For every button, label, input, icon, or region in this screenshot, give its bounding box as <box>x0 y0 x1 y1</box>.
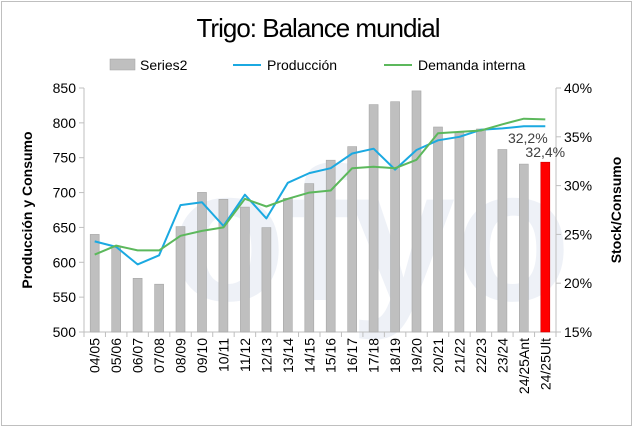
bar-20-21 <box>433 126 443 333</box>
x-tick-label: 19/20 <box>409 338 425 373</box>
legend: Series2 Producción Demanda interna <box>109 57 526 73</box>
bar-18-19 <box>390 101 400 333</box>
bar-16-17 <box>347 146 358 333</box>
bar-10-11 <box>218 199 229 333</box>
bar-23-24 <box>497 149 508 333</box>
bar-09-10 <box>197 192 207 333</box>
bar-24-25Ant <box>518 163 529 333</box>
bar-05-06 <box>111 245 121 333</box>
bar-06-07 <box>132 277 143 333</box>
x-tick-label: 04/05 <box>87 338 103 373</box>
x-tick-label: 21/22 <box>451 338 467 373</box>
y-left-tick-label: 600 <box>53 254 77 270</box>
y-left-tick-label: 800 <box>53 115 77 131</box>
x-tick-label: 10/11 <box>215 338 231 372</box>
x-tick-label: 08/09 <box>173 338 189 373</box>
y-axis-right-ticks: 15% 20% 25% 30% 35% 40% <box>556 80 592 340</box>
x-tick-label: 23/24 <box>494 338 510 373</box>
x-tick-label: 05/06 <box>108 338 124 373</box>
y-right-tick-label: 40% <box>564 80 592 96</box>
y-axis-left-ticks: 500 550 600 650 700 750 800 850 <box>53 80 84 340</box>
y-axis-right-title: Stock/Consumo <box>608 157 624 264</box>
x-tick-label: 17/18 <box>366 338 382 373</box>
y-right-tick-label: 25% <box>564 226 592 242</box>
y-right-tick-label: 30% <box>564 178 592 194</box>
line-producción <box>94 125 546 266</box>
x-tick-label: 07/08 <box>151 338 167 373</box>
y-left-tick-label: 650 <box>53 219 77 235</box>
line-series <box>94 117 546 266</box>
x-tick-label: 14/15 <box>301 338 317 373</box>
x-tick-label: 18/19 <box>387 338 403 373</box>
x-tick-label: 24/25Ult <box>537 338 553 390</box>
line-demanda-interna <box>94 117 546 256</box>
data-labels: 32,2%32,4% <box>508 130 565 160</box>
x-tick-label: 13/14 <box>280 338 296 373</box>
bar-04-05 <box>89 234 100 333</box>
y-left-tick-label: 700 <box>53 185 77 201</box>
x-tick-label: 20/21 <box>430 338 446 373</box>
bar-21-22 <box>454 131 465 333</box>
bar-08-09 <box>175 226 186 333</box>
y-left-tick-label: 550 <box>53 289 77 305</box>
data-label: 32,4% <box>525 144 565 160</box>
bar-12-13 <box>261 227 272 333</box>
y-right-tick-label: 15% <box>564 324 592 340</box>
x-tick-label: 15/16 <box>323 338 339 373</box>
bar-15-16 <box>325 159 336 333</box>
y-left-tick-label: 850 <box>53 80 77 96</box>
bar-14-15 <box>304 183 315 333</box>
bar-17-18 <box>368 104 379 333</box>
y-axis-left-title: Producción y Consumo <box>19 131 35 288</box>
chart-title: Trigo: Balance mundial <box>197 13 440 43</box>
legend-swatch-series2 <box>109 58 136 71</box>
y-right-tick-label: 35% <box>564 129 592 145</box>
x-axis-ticks: 04/05 05/06 06/07 07/08 08/09 09/10 10/11 11/12… <box>83 332 557 394</box>
bar-19-20 <box>411 90 422 333</box>
bar-22-23 <box>476 128 486 333</box>
x-tick-label: 12/13 <box>258 338 274 373</box>
bar-24-25Ult <box>540 161 551 333</box>
x-tick-label: 09/10 <box>194 338 210 373</box>
bar-07-08 <box>154 283 164 333</box>
bar-13-14 <box>282 198 293 333</box>
legend-label-produccion: Producción <box>267 57 337 73</box>
legend-label-demanda: Demanda interna <box>418 57 526 73</box>
y-left-tick-label: 500 <box>53 324 77 340</box>
x-tick-label: 24/25Ant <box>516 338 532 394</box>
data-label: 32,2% <box>508 130 548 146</box>
x-tick-label: 16/17 <box>344 338 360 373</box>
legend-label-series2: Series2 <box>140 57 188 73</box>
bar-series <box>89 90 551 333</box>
bar-11-12 <box>240 206 250 333</box>
y-right-tick-label: 20% <box>564 275 592 291</box>
x-tick-label: 06/07 <box>130 338 146 373</box>
y-left-tick-label: 750 <box>53 150 77 166</box>
x-tick-label: 22/23 <box>473 338 489 373</box>
x-tick-label: 11/12 <box>237 338 253 372</box>
